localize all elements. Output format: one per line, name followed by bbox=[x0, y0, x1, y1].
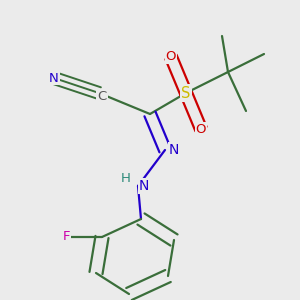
Text: C: C bbox=[98, 89, 106, 103]
Text: O: O bbox=[166, 50, 176, 64]
Text: F: F bbox=[62, 230, 70, 244]
Text: H: H bbox=[121, 172, 131, 185]
Text: N: N bbox=[169, 143, 179, 157]
Text: O: O bbox=[196, 122, 206, 136]
Text: N: N bbox=[139, 179, 149, 193]
Text: S: S bbox=[181, 85, 191, 100]
Text: N: N bbox=[49, 71, 59, 85]
